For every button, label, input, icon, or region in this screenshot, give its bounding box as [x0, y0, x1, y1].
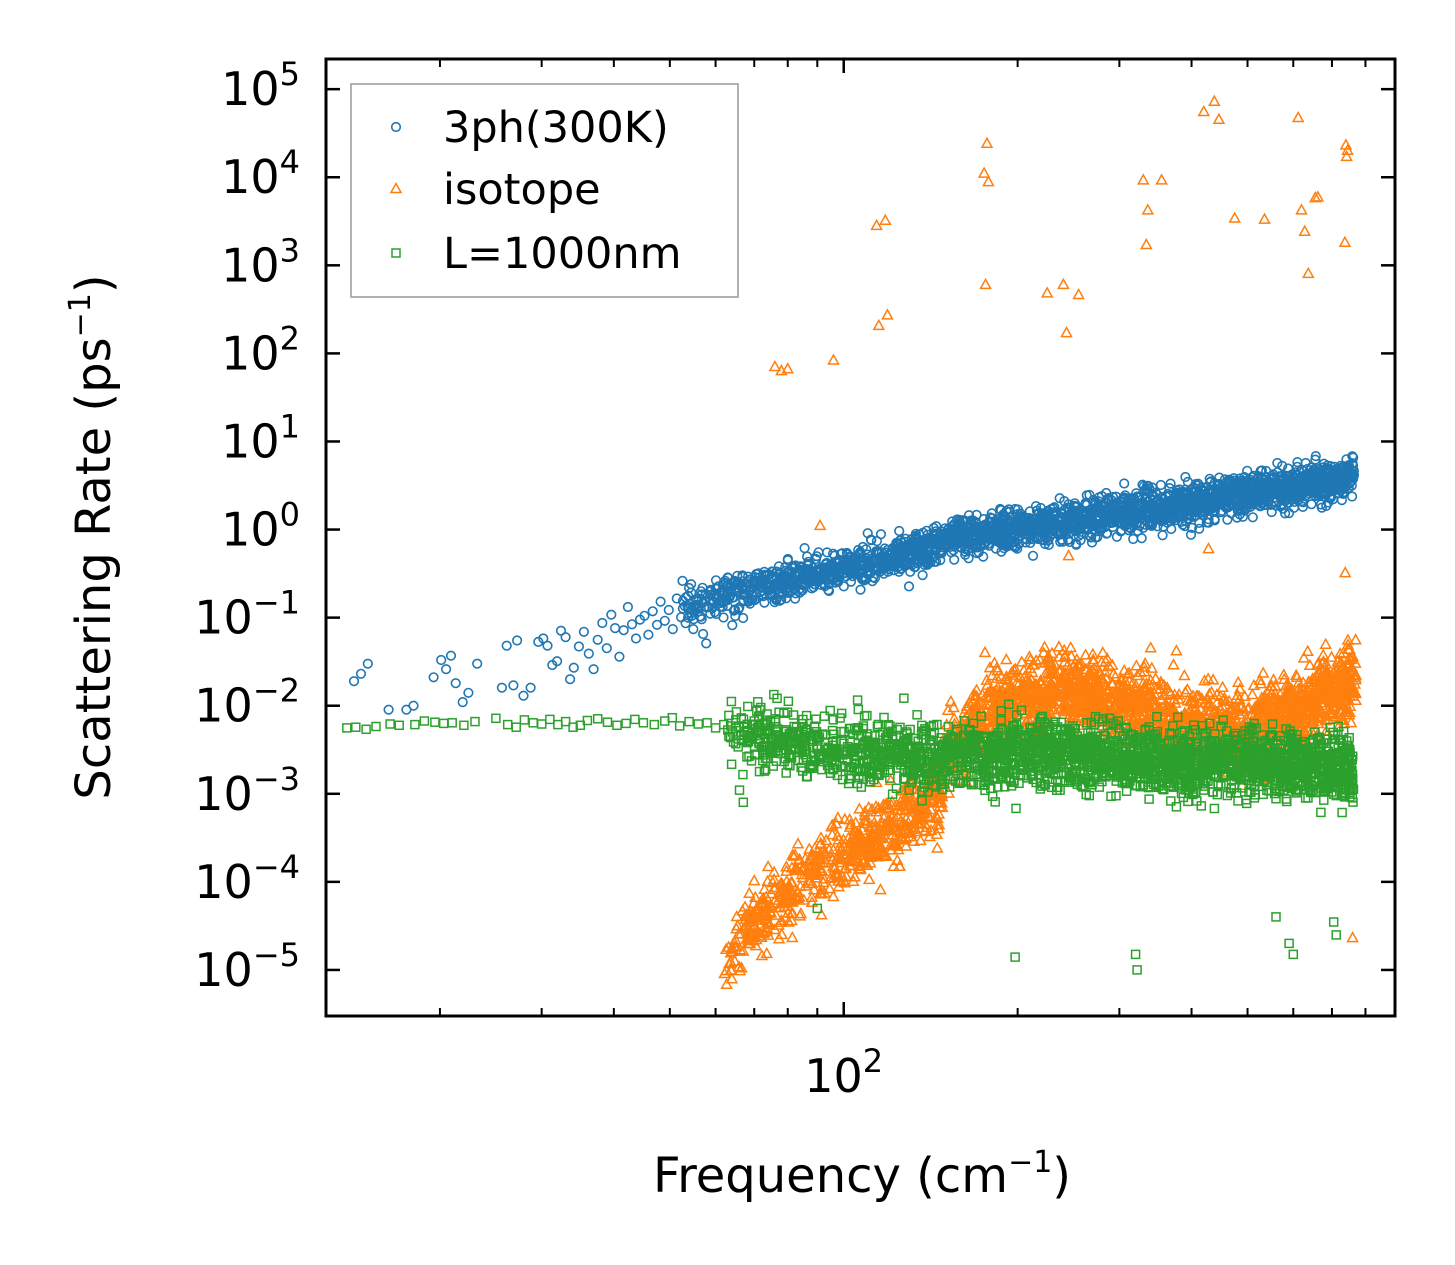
- data-point: [450, 678, 461, 689]
- data-point: [525, 682, 536, 693]
- data-point: [1216, 680, 1229, 692]
- data-point: [1164, 483, 1175, 494]
- data-point: [560, 632, 571, 643]
- data-point: [647, 606, 658, 617]
- data-point: [688, 623, 699, 635]
- data-point: [917, 569, 928, 581]
- data-point: [667, 623, 678, 635]
- data-point: [630, 633, 642, 644]
- data-point: [441, 664, 452, 675]
- data-point: [436, 654, 447, 666]
- data-point: [609, 622, 621, 634]
- data-point: [542, 640, 553, 651]
- data-point: [978, 645, 992, 658]
- data-point: [564, 674, 576, 685]
- data-point: [1027, 550, 1039, 561]
- data-point: [355, 668, 367, 679]
- data-point: [362, 658, 373, 669]
- data-point: [1247, 512, 1258, 523]
- data-point: [1300, 457, 1311, 469]
- data-point: [501, 640, 512, 651]
- data-point: [931, 841, 944, 853]
- data-point: [855, 584, 866, 595]
- data-point: [761, 859, 775, 872]
- data-point: [618, 625, 629, 636]
- data-point: [747, 874, 761, 886]
- data-point: [457, 696, 468, 708]
- data-point: [875, 529, 887, 540]
- data-point: [496, 682, 508, 693]
- data-point: [1319, 637, 1332, 650]
- data-point: [578, 626, 590, 637]
- data-point: [408, 700, 419, 711]
- data-point: [1119, 478, 1130, 489]
- data-point: [348, 676, 360, 687]
- data-point: [821, 547, 833, 558]
- data-point: [573, 641, 585, 652]
- data-point: [428, 672, 439, 683]
- data-point: [472, 658, 483, 669]
- data-point: [799, 542, 810, 554]
- data-point: [1167, 658, 1180, 670]
- data-point: [592, 634, 603, 645]
- data-point: [597, 617, 608, 629]
- data-point: [511, 635, 523, 646]
- data-point: [445, 650, 457, 661]
- data-point: [1194, 523, 1205, 534]
- data-point: [463, 687, 474, 698]
- data-point: [1096, 645, 1110, 658]
- data-point: [874, 883, 887, 895]
- data-point: [588, 664, 599, 675]
- data-point: [1288, 502, 1300, 513]
- data-point: [583, 648, 594, 659]
- data-point: [1242, 465, 1253, 476]
- data-point: [894, 525, 905, 537]
- data-point: [791, 837, 805, 849]
- data-point: [1178, 668, 1191, 681]
- data-point: [518, 690, 529, 701]
- data-point: [1000, 652, 1013, 665]
- data-point: [786, 930, 799, 943]
- data-point: [677, 575, 688, 587]
- data-point: [720, 977, 733, 989]
- data-point: [643, 629, 654, 640]
- data-point: [568, 662, 579, 673]
- data-point: [697, 628, 709, 640]
- data-point: [659, 615, 670, 626]
- data-point: [701, 638, 712, 649]
- data-point: [1128, 533, 1139, 545]
- data-point: [1231, 675, 1245, 688]
- data-point: [663, 604, 674, 616]
- data-point: [626, 619, 638, 630]
- data-point: [606, 609, 617, 620]
- series-0: [348, 451, 1359, 715]
- data-point: [1144, 641, 1157, 653]
- data-point: [383, 704, 394, 715]
- data-point: [508, 680, 519, 691]
- data-marks: [342, 94, 1363, 989]
- data-point: [727, 620, 738, 631]
- data-point: [1166, 523, 1177, 535]
- data-point: [1102, 528, 1113, 539]
- data-point: [1157, 530, 1168, 541]
- data-point: [1306, 499, 1317, 510]
- data-point: [1170, 644, 1183, 656]
- data-point: [903, 581, 915, 592]
- data-point: [614, 651, 625, 662]
- data-point: [838, 581, 849, 592]
- data-point: [1310, 451, 1321, 462]
- data-point: [862, 528, 873, 539]
- data-point: [1301, 644, 1314, 657]
- data-point: [622, 601, 634, 613]
- data-point: [601, 643, 612, 654]
- data-point: [655, 596, 666, 607]
- data-point: [1246, 687, 1259, 700]
